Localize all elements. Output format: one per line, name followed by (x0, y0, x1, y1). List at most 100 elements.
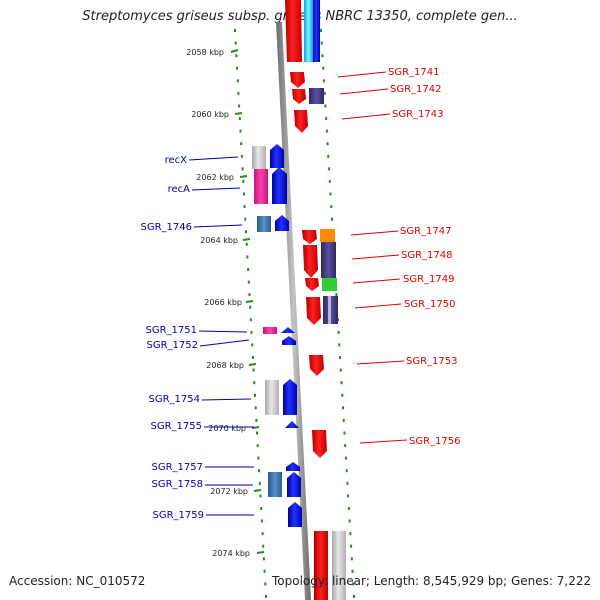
gene-label-sgr-1758[interactable]: SGR_1758 (152, 479, 204, 490)
gene-arrow-sgr-1742[interactable] (292, 89, 306, 104)
rail-dot (244, 217, 247, 221)
gene-label-sgr-1741[interactable]: SGR_1741 (388, 67, 440, 78)
gene-arrow-sgr-1754[interactable] (283, 379, 297, 415)
gene-label-sgr-1751[interactable]: SGR_1751 (146, 325, 198, 336)
rail-dot (344, 444, 347, 448)
gene-arrow-sgr-1751[interactable] (281, 327, 295, 333)
gene-label-sgr-1747[interactable]: SGR_1747 (400, 226, 452, 237)
left-gene-labels: recX recA SGR_1746 SGR_1751 SGR_1752 SGR… (141, 155, 254, 521)
rail-dot (339, 368, 342, 372)
gene-block-sgr-1754[interactable] (265, 380, 279, 415)
rail-dot (260, 507, 263, 510)
rail-dot (353, 595, 355, 598)
gene-label-sgr-1750[interactable]: SGR_1750 (404, 299, 456, 310)
gene-block-recx[interactable] (252, 146, 266, 169)
rail-dot (337, 330, 340, 334)
rail-dot (325, 117, 328, 120)
gene-block[interactable] (314, 531, 328, 600)
gene-block[interactable] (304, 0, 313, 62)
rail-dot (326, 142, 329, 146)
gene-label-sgr-1754[interactable]: SGR_1754 (149, 394, 201, 405)
gene-label-sgr-1759[interactable]: SGR_1759 (153, 510, 205, 521)
gene-label-sgr-1753[interactable]: SGR_1753 (406, 356, 458, 367)
gene-block-sgr-1746[interactable] (257, 216, 271, 232)
rail-dot (350, 557, 353, 561)
gene-arrow-recx[interactable] (270, 144, 284, 168)
gene-block[interactable] (332, 531, 346, 600)
rail-dot (328, 179, 331, 183)
gene-block-sgr-1749[interactable] (322, 278, 337, 291)
gene-label-sgr-1749[interactable]: SGR_1749 (403, 274, 455, 285)
rail-dot (256, 431, 258, 435)
gene-arrow-reca[interactable] (272, 167, 287, 204)
gene-block-sgr-1748[interactable] (321, 242, 336, 278)
gene-arrow-sgr-1747[interactable] (302, 230, 317, 244)
gene-block-sgr-1747[interactable] (320, 229, 335, 242)
gene-label-sgr-1757[interactable]: SGR_1757 (152, 462, 204, 473)
rail-dot (249, 318, 252, 322)
rail-dot (340, 381, 343, 385)
rail-dot (342, 418, 345, 422)
gene-label-sgr-1748[interactable]: SGR_1748 (401, 250, 453, 261)
rail-dot (339, 356, 342, 359)
gene-label-reca[interactable]: recA (168, 184, 191, 195)
gene-block-sgr-1758[interactable] (268, 472, 282, 497)
gene-label-sgr-1743[interactable]: SGR_1743 (392, 109, 444, 120)
rail-dot (320, 41, 323, 45)
kbp-tick-group: 2058 kbp 2060 kbp 2062 kbp 2064 kbp 2066… (186, 48, 250, 558)
gene-label-sgr-1756[interactable]: SGR_1756 (409, 436, 461, 447)
gene-label-sgr-1752[interactable]: SGR_1752 (147, 340, 199, 351)
gene-arrow-sgr-1741[interactable] (290, 72, 305, 88)
gene-label-sgr-1742[interactable]: SGR_1742 (390, 84, 442, 95)
rail-dot (256, 444, 259, 448)
gene-block[interactable] (313, 0, 320, 62)
gene-arrow-sgr-1756[interactable] (312, 430, 327, 458)
rail-dot (252, 368, 255, 372)
gene-arrow-sgr-1750[interactable] (306, 297, 321, 325)
kbp-tick: 2072 kbp (210, 487, 248, 496)
gene-block-reca[interactable] (254, 169, 268, 204)
kbp-tick: 2060 kbp (191, 110, 229, 119)
rail-dot (343, 431, 346, 435)
gene-arrow-sgr-1748[interactable] (303, 245, 318, 278)
rail-dot (324, 104, 327, 108)
kbp-tick: 2062 kbp (196, 173, 234, 182)
gene-label-sgr-1746[interactable]: SGR_1746 (141, 222, 193, 233)
gene-label-sgr-1755[interactable]: SGR_1755 (151, 421, 203, 432)
gene-arrow-sgr-1755[interactable] (285, 421, 299, 428)
rail-dot (238, 104, 241, 108)
rail-dot (250, 330, 253, 334)
rail-dot (330, 205, 333, 209)
gene-arrow-sgr-1749[interactable] (305, 278, 319, 291)
rail-dot (237, 91, 240, 95)
rail-dot (240, 154, 243, 158)
gene-arrow-sgr-1752[interactable] (282, 336, 296, 345)
rail-dot (320, 29, 322, 32)
gene-arrow-sgr-1759[interactable] (288, 502, 302, 527)
rail-dot (331, 217, 333, 221)
gene-arrow[interactable] (285, 0, 302, 62)
right-gene-labels: SGR_1741 SGR_1742 SGR_1743 SGR_1747 SGR_… (337, 67, 461, 447)
rail-dot (247, 268, 250, 271)
gene-block-sgr-1751[interactable] (263, 327, 277, 334)
chromosome-axis (276, 22, 311, 600)
rail-dot (265, 595, 267, 598)
kbp-tick: 2074 kbp (212, 549, 250, 558)
gene-label-recx[interactable]: recX (165, 155, 188, 166)
rail-dot (240, 142, 243, 146)
gene-arrow-sgr-1743[interactable] (294, 110, 308, 133)
rail-dot (258, 469, 261, 473)
gene-arrow-sgr-1753[interactable] (309, 355, 324, 376)
kbp-tick: 2064 kbp (200, 236, 238, 245)
rail-dot (238, 117, 241, 120)
rail-dot (346, 481, 349, 485)
rail-dot (350, 544, 353, 548)
gene-arrow-sgr-1758[interactable] (287, 472, 301, 497)
gene-arrow-sgr-1746[interactable] (275, 215, 289, 231)
rail-dot (341, 393, 344, 397)
gene-block-sgr-1742[interactable] (309, 88, 324, 104)
rail-dot (245, 230, 247, 234)
gene-arrow-sgr-1757[interactable] (286, 462, 300, 471)
rail-dot (352, 582, 355, 586)
